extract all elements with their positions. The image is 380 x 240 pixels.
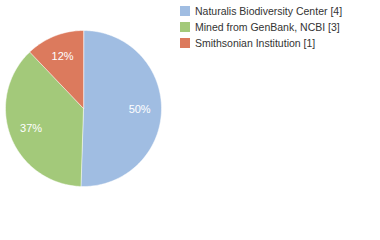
html-text:Mined from GenBank, NCBI [3]: Mined from GenBank, NCBI [3] [195,21,340,33]
svg-text:50%: 50% [129,103,151,115]
html-text:Smithsonian Institution [1]: Smithsonian Institution [1] [195,37,316,49]
html-text:Naturalis Biodiversity Center: Naturalis Biodiversity Center [4] [195,5,343,17]
svg-text:12%: 12% [52,50,74,62]
svg-text:37%: 37% [20,122,42,134]
